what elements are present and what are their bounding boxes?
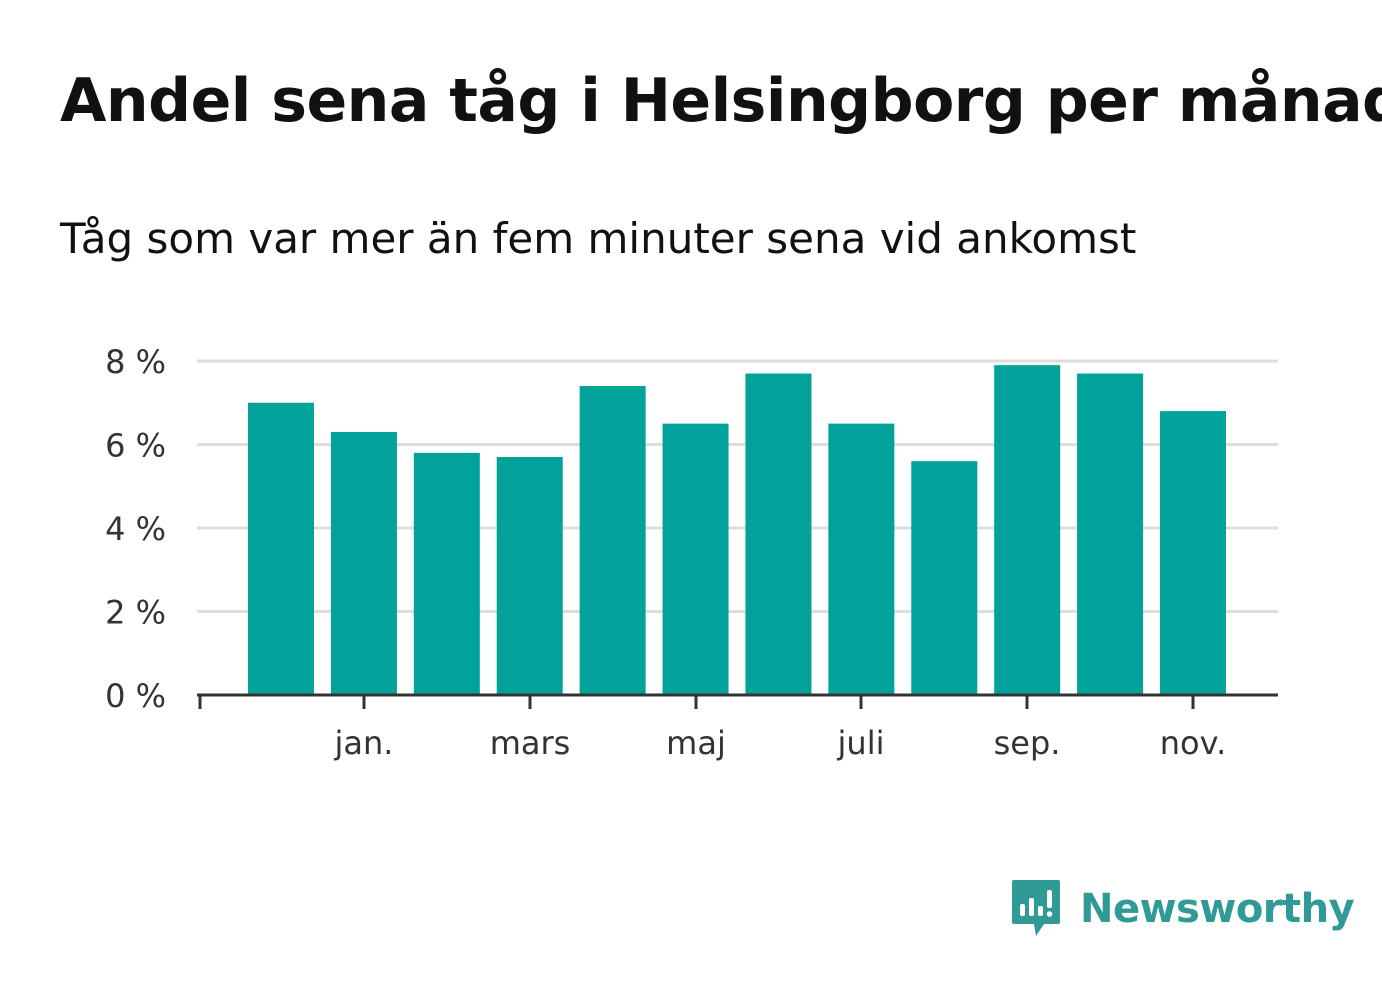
brand-name: Newsworthy — [1080, 886, 1355, 932]
y-tick-label: 8 % — [105, 343, 166, 381]
newsworthy-logo-icon — [1012, 880, 1060, 936]
x-tick-label: nov. — [1160, 724, 1226, 762]
brand-logo: Newsworthy — [1010, 878, 1355, 940]
x-axis — [197, 693, 1278, 709]
bar-juni — [745, 373, 812, 695]
bar-dec — [248, 402, 314, 695]
y-tick-label: 6 % — [105, 427, 166, 465]
x-tick-label: maj — [666, 724, 726, 762]
x-tick-label: mars — [490, 724, 571, 762]
bar-juli — [828, 423, 895, 695]
bar-apr — [579, 386, 646, 695]
bars — [248, 365, 1226, 695]
bar-mars — [496, 457, 563, 695]
x-tick-label: juli — [837, 724, 885, 762]
chart-title: Andel sena tåg i Helsingborg per månad — [60, 66, 1382, 136]
bar-maj — [662, 423, 729, 695]
bar-okt — [1077, 373, 1144, 695]
bar-jan — [330, 431, 397, 695]
bar-nov — [1160, 411, 1226, 695]
y-tick-label: 4 % — [105, 510, 166, 548]
x-tick-label: sep. — [994, 724, 1061, 762]
bar-feb — [413, 452, 480, 695]
bar-sep — [994, 365, 1061, 695]
tick-labels: 0 % 2 % 4 % 6 % 8 % jan. mars maj juli sep. nov. — [105, 343, 1226, 762]
x-tick-label: jan. — [334, 724, 394, 762]
y-tick-label: 0 % — [105, 677, 166, 715]
chart-subtitle: Tåg som var mer än fem minuter sena vid … — [60, 214, 1137, 263]
y-tick-label: 2 % — [105, 594, 166, 632]
bar-aug — [911, 461, 978, 695]
